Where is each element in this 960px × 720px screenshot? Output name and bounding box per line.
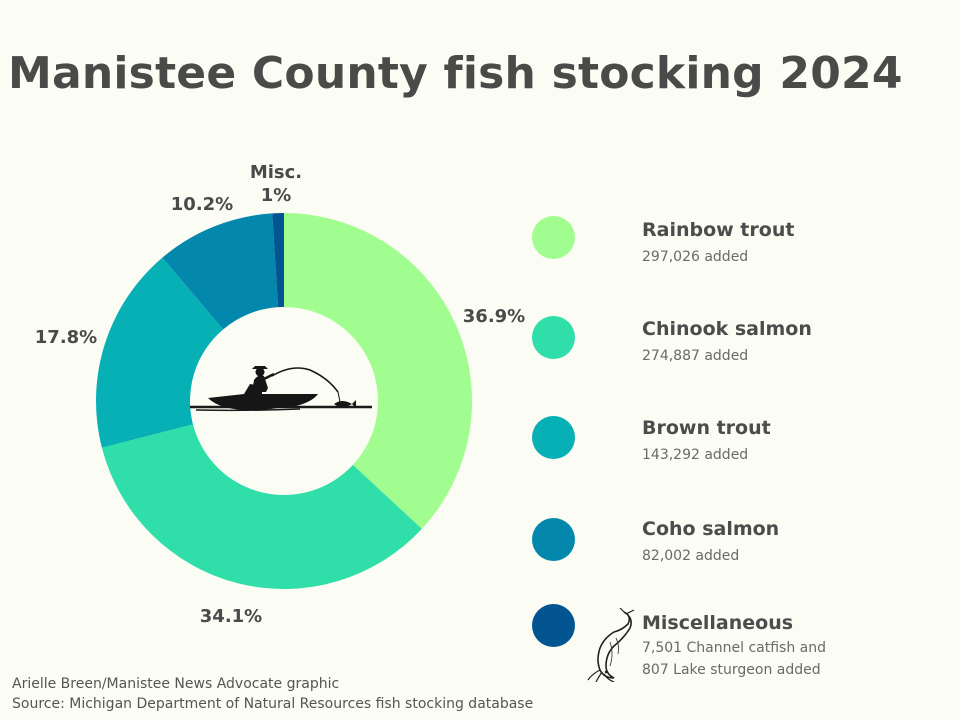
donut-slice-chinook-salmon (101, 424, 422, 590)
legend-swatch (532, 416, 575, 459)
slice-label-rainbow-trout: 36.9% (463, 306, 525, 327)
legend-detail-2: 807 Lake sturgeon added (642, 662, 821, 678)
legend-swatch (532, 604, 575, 647)
legend-detail: 297,026 added (642, 249, 749, 265)
catfish-icon (587, 608, 635, 682)
legend-name: Miscellaneous (642, 612, 794, 634)
slice-label-brown-trout: 17.8% (35, 327, 97, 348)
chart-title: Manistee County fish stocking 2024 (8, 48, 903, 99)
donut-slice-rainbow-trout (284, 213, 472, 529)
byline: Arielle Breen/Manistee News Advocate gra… (12, 676, 340, 692)
legend-name: Chinook salmon (642, 318, 812, 340)
source-note: Source: Michigan Department of Natural R… (12, 696, 534, 712)
legend-detail: 82,002 added (642, 548, 740, 564)
donut-slice-coho-salmon (162, 213, 279, 330)
slice-label-miscellaneous: Misc. 1% (250, 162, 302, 206)
legend-swatch (532, 518, 575, 561)
legend-swatch (532, 216, 575, 259)
legend-swatch (532, 316, 575, 359)
donut-chart: 36.9% 34.1% 17.8% 10.2% Misc. 1% (35, 162, 525, 627)
legend: Rainbow trout 297,026 added Chinook salm… (532, 0, 952, 720)
donut-slice-brown-trout (96, 257, 224, 448)
legend-detail: 143,292 added (642, 447, 749, 463)
fisherman-boat-icon (190, 366, 372, 412)
legend-detail: 7,501 Channel catfish and (642, 640, 826, 656)
slice-label-chinook-salmon: 34.1% (200, 606, 262, 627)
slice-label-coho-salmon: 10.2% (171, 194, 233, 215)
legend-name: Coho salmon (642, 518, 780, 540)
legend-name: Rainbow trout (642, 219, 795, 241)
legend-name: Brown trout (642, 417, 771, 439)
legend-detail: 274,887 added (642, 348, 749, 364)
donut-slice-miscellaneous (272, 213, 284, 308)
